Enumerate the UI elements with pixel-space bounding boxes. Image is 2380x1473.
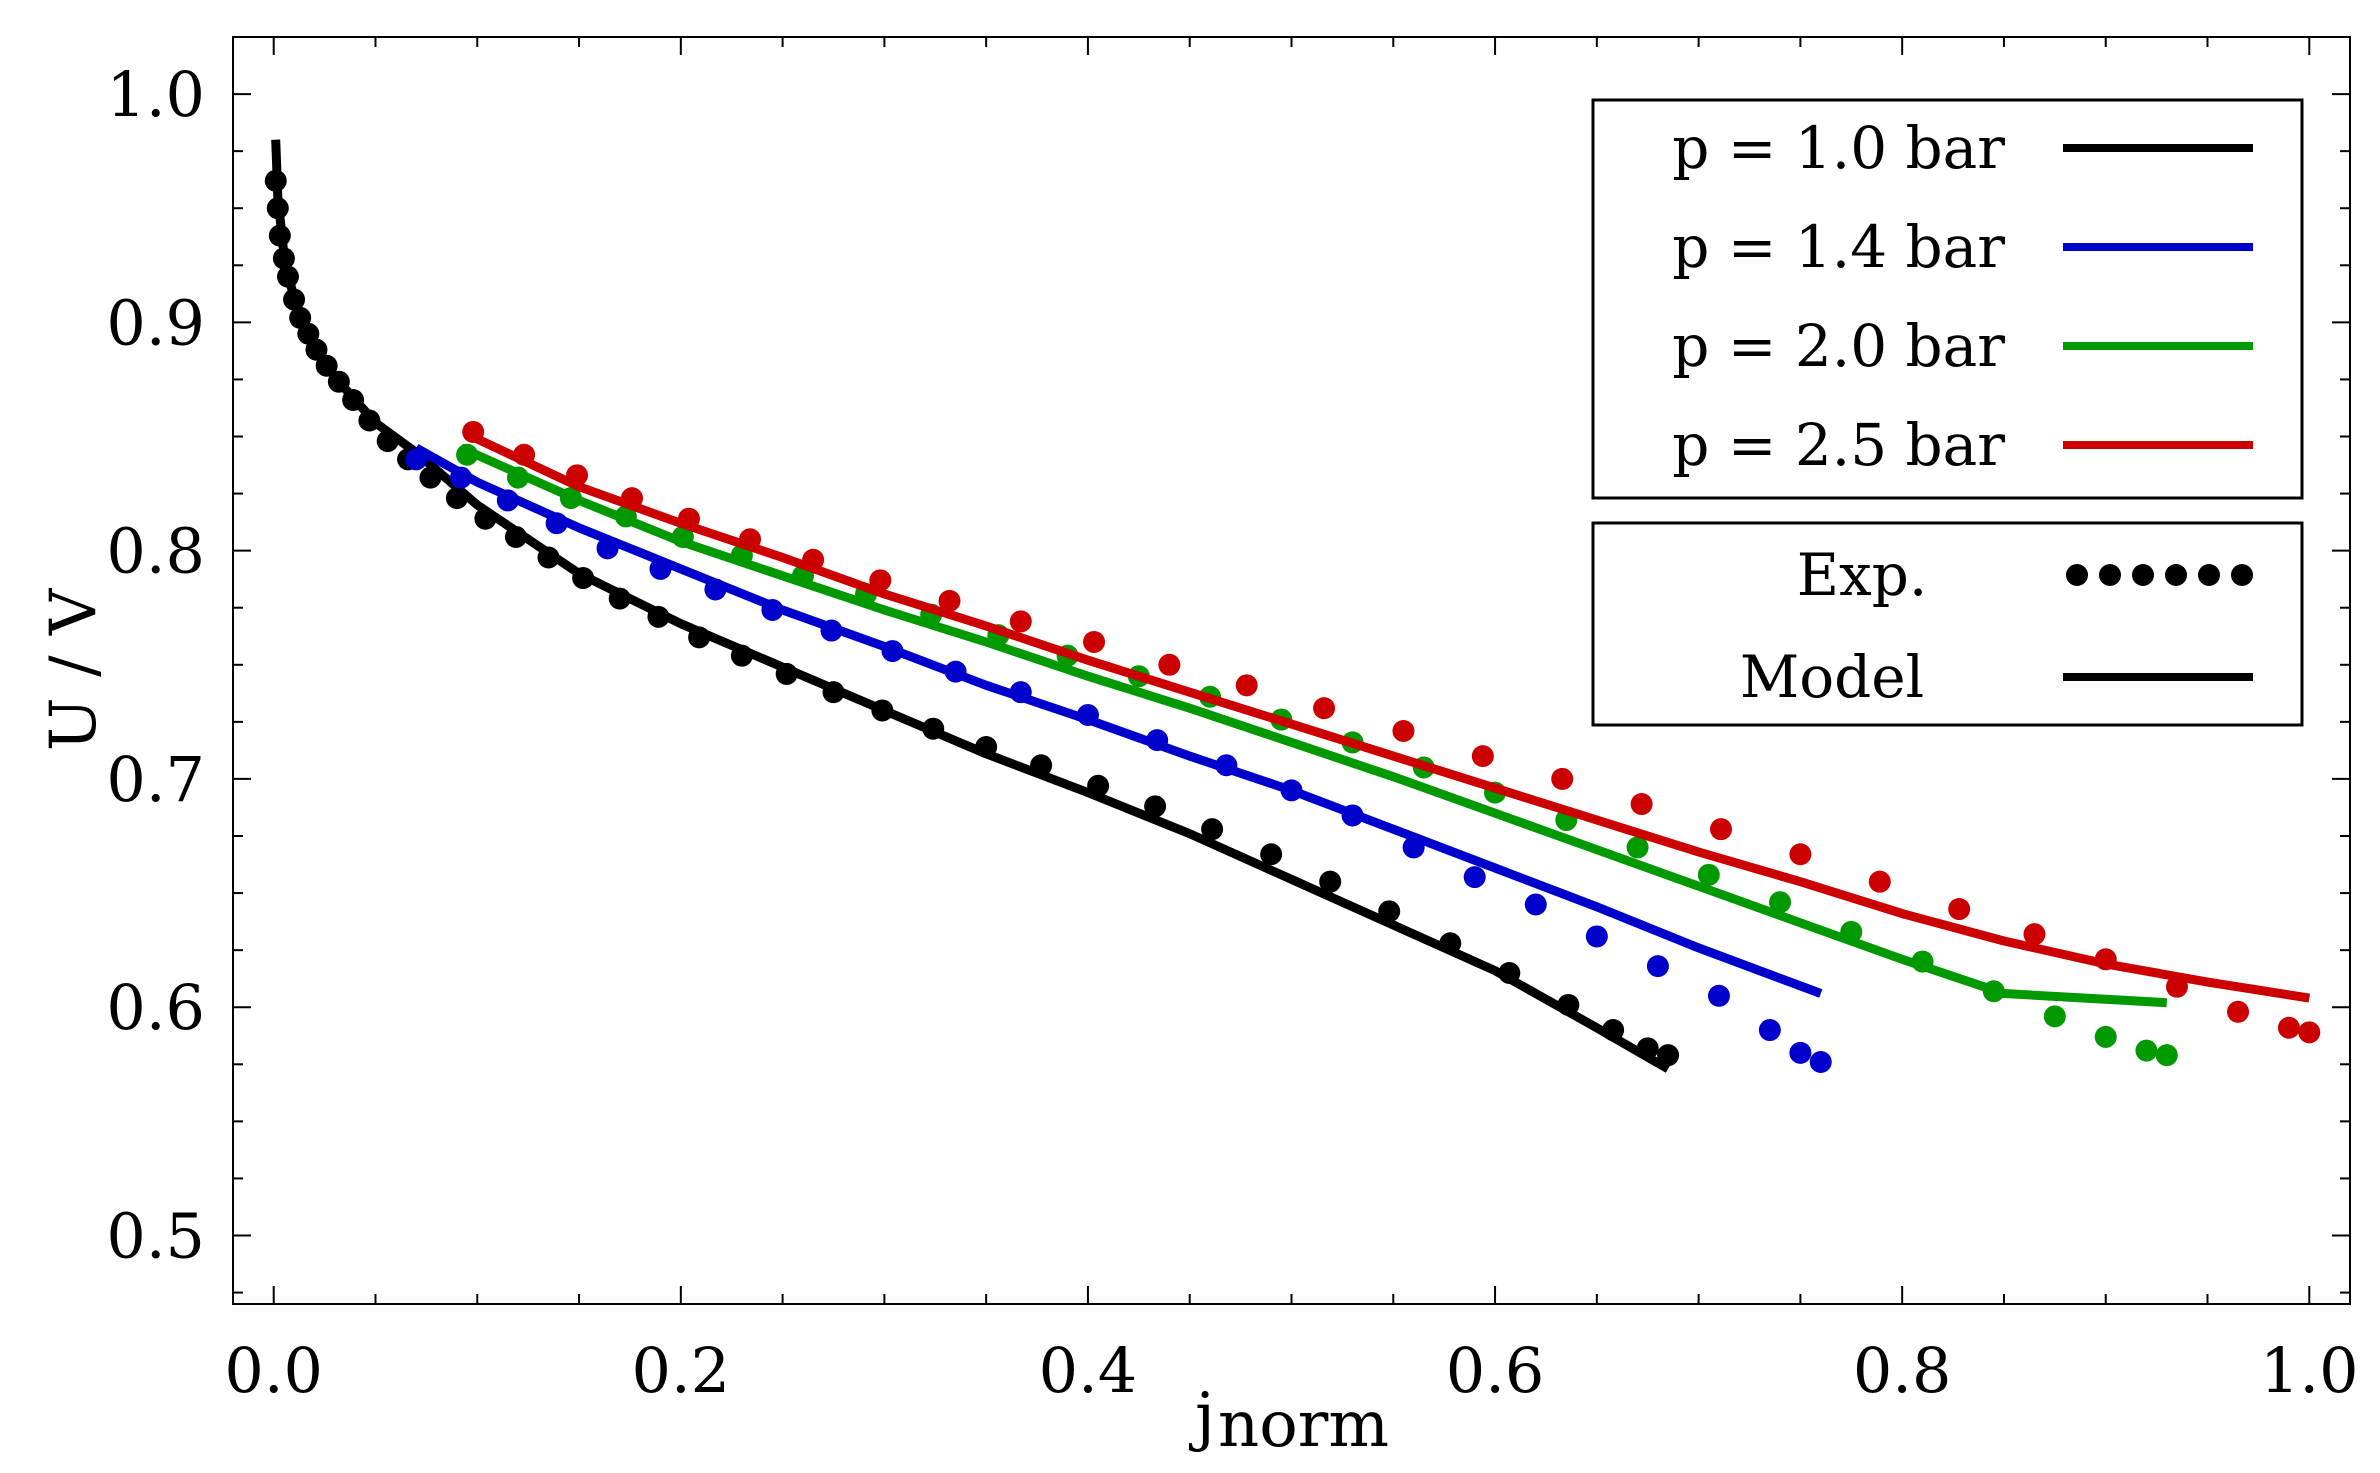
axis-ticks — [233, 36, 2350, 1304]
y-tick-label: 0.6 — [106, 971, 205, 1044]
exp-point — [1144, 795, 1167, 818]
exp-point — [1789, 1041, 1812, 1064]
legend-dot — [2198, 564, 2220, 586]
exp-point — [1463, 866, 1486, 889]
model-line — [413, 443, 1823, 998]
legend-style-box — [1591, 521, 2304, 727]
legend-label: p = 2.0 bar — [1672, 312, 2005, 380]
series-4 — [462, 420, 2321, 1044]
legend-dot — [2165, 564, 2187, 586]
exp-point — [1235, 674, 1258, 697]
x-tick-label: 0.4 — [1039, 1334, 1138, 1407]
exp-point — [1524, 893, 1547, 916]
y-tick-label: 0.5 — [106, 1200, 205, 1273]
y-axis-label: U / V — [37, 587, 111, 751]
y-tick-label: 0.7 — [106, 743, 205, 816]
plot-frame — [232, 36, 2351, 1305]
legend-label: p = 1.4 bar — [1672, 213, 2005, 281]
exp-point — [2043, 1005, 2066, 1028]
x-tick-label: 1.0 — [2260, 1334, 2359, 1407]
legend-label: p = 2.5 bar — [1672, 411, 2005, 479]
y-tick-label: 1.0 — [106, 58, 205, 131]
x-axis-label-subscript: norm — [1218, 1388, 1389, 1462]
exp-point — [1710, 818, 1733, 841]
exp-point — [1630, 793, 1653, 816]
exp-point — [2227, 1000, 2250, 1023]
exp-point — [1083, 630, 1106, 653]
exp-point — [1789, 843, 1812, 866]
x-tick-label: 0.0 — [224, 1334, 323, 1407]
exp-point — [1201, 818, 1224, 841]
exp-point — [1319, 870, 1342, 893]
exp-point — [1158, 653, 1181, 676]
exp-point — [1471, 745, 1494, 768]
legend-dot — [2231, 564, 2253, 586]
model-line — [459, 443, 2168, 1008]
exp-point — [2023, 923, 2046, 946]
exp-point — [1009, 610, 1032, 633]
legend-pressure-box — [1591, 98, 2304, 500]
exp-point — [2094, 1025, 2117, 1048]
exp-point — [1585, 925, 1608, 948]
legend-dot — [2099, 564, 2121, 586]
y-tick-label: 0.8 — [106, 515, 205, 588]
x-tick-label: 0.2 — [632, 1334, 731, 1407]
series-1 — [264, 139, 1680, 1073]
exp-point — [1626, 836, 1649, 859]
model-line — [271, 139, 1671, 1073]
exp-point — [1769, 891, 1792, 914]
exp-point — [1948, 898, 1971, 921]
series-2 — [405, 443, 1832, 1074]
exp-point — [2155, 1044, 2178, 1067]
y-tick-label: 0.9 — [106, 286, 205, 359]
exp-point — [938, 589, 961, 612]
x-tick-label: 0.8 — [1853, 1334, 1952, 1407]
x-tick-label: 0.6 — [1446, 1334, 1545, 1407]
exp-point — [1707, 984, 1730, 1007]
legend-dot — [2132, 564, 2154, 586]
model-line — [465, 430, 2310, 1003]
legend-style-label: Exp. — [1797, 541, 1928, 609]
exp-point — [2277, 1016, 2300, 1039]
exp-point — [2135, 1039, 2158, 1062]
legend-pressure: p = 1.0 bar p = 1.4 bar p = 2.0 bar p = 2.5… — [1672, 114, 2253, 479]
series-layer — [264, 139, 2321, 1074]
exp-point — [1868, 870, 1891, 893]
exp-point — [1392, 719, 1415, 742]
exp-point — [2298, 1021, 2321, 1044]
exp-point — [1646, 955, 1669, 978]
exp-point — [1697, 863, 1720, 886]
legend-dot — [2066, 564, 2088, 586]
tick-labels: 0.0 0.2 0.4 0.6 0.8 1.0 0.5 0.6 0.7 0.8 0.9 1.0 — [106, 58, 2358, 1407]
exp-point — [1551, 767, 1574, 790]
legend-style-label: Model — [1740, 643, 1924, 711]
exp-point — [1758, 1019, 1781, 1042]
exp-point — [1313, 697, 1336, 720]
exp-point — [1809, 1051, 1832, 1074]
legend-label: p = 1.0 bar — [1672, 114, 2005, 182]
legend-style: Exp. Model — [1740, 541, 2253, 711]
exp-point — [1260, 843, 1283, 866]
